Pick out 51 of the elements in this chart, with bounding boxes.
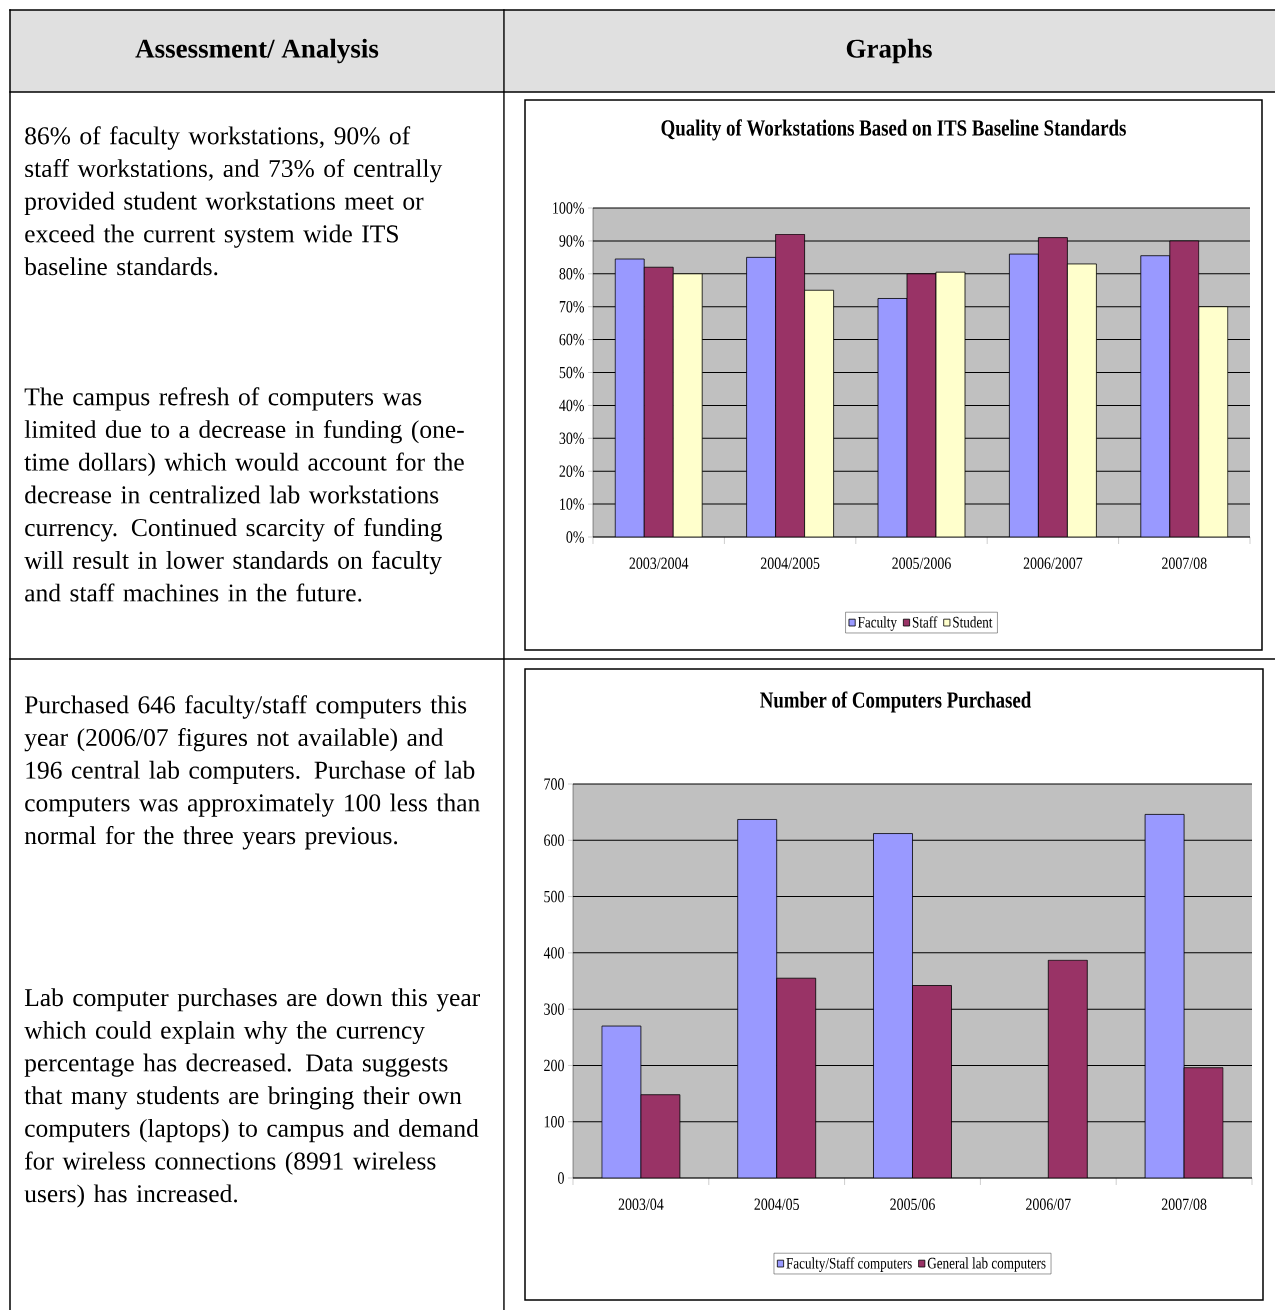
text: Purchased 646 faculty/staff computers this year (2006/07 figures not available) and 196 central lab computers. Purchase of lab computers was approximately 100 less than normal for the three years previous.	[24, 695, 480, 850]
x-tick-label: 2006/07	[1026, 1198, 1071, 1211]
y-tick-label: 0	[558, 1172, 564, 1184]
y-tick-label: 90%	[559, 235, 584, 247]
x-tick-label: 2006/2007	[1023, 557, 1083, 570]
y-tick-label: 10%	[560, 498, 584, 510]
y-tick-label: 20%	[559, 465, 584, 477]
x-tick-label: 2004/2005	[760, 557, 820, 570]
y-tick-label: 700	[544, 778, 564, 790]
text: Lab computer purchases are down this year which could explain why the currency percentage has decreased. Data suggests that many students are bringing their own computers (laptops) to campus and demand for wireless connections (8991 wireless users) has increased.	[24, 988, 480, 1208]
y-tick-label: 80%	[559, 268, 584, 280]
bar	[1009, 253, 1039, 538]
bar	[601, 1025, 642, 1179]
y-tick-label: 400	[543, 947, 564, 959]
y-tick-label: 0%	[566, 531, 584, 543]
y-tick-label: 30%	[559, 432, 584, 445]
text: Assessment/ Analysis	[135, 38, 379, 64]
y-tick-label: 40%	[559, 399, 584, 412]
legend-label: Faculty	[857, 616, 897, 631]
y-tick-label: 60%	[559, 333, 584, 346]
legend-label: Staff	[912, 616, 938, 628]
bar	[1140, 255, 1171, 538]
bar	[873, 833, 913, 1179]
legend-label: General lab computers	[927, 1257, 1046, 1272]
chart-title: Quality of Workstations Based on ITS Baseline Standards	[661, 119, 1126, 141]
legend-label: Faculty/Staff computers	[786, 1257, 912, 1272]
x-tick-label: 2005/2006	[892, 557, 951, 570]
bar	[614, 258, 645, 538]
chart-title: Number of Computers Purchased	[760, 691, 1032, 713]
x-tick-label: 2003/04	[618, 1198, 664, 1211]
x-tick-label: 2007/08	[1162, 557, 1207, 570]
text: Graphs	[846, 38, 932, 64]
bar	[877, 298, 908, 538]
x-tick-label: 2005/06	[890, 1198, 935, 1211]
bar	[746, 256, 776, 538]
y-tick-label: 600	[544, 834, 564, 847]
x-tick-label: 2007/08	[1161, 1198, 1207, 1211]
bar	[1144, 814, 1185, 1179]
x-tick-label: 2004/05	[754, 1198, 799, 1211]
text: The campus refresh of computers was limited due to a decrease in funding (one-time dollars) which would account for the decrease in centralized lab workstations currency. Continued scarcity of funding will result in lower standards on faculty and staff machines in the future.	[24, 387, 464, 602]
y-tick-label: 100	[544, 1115, 564, 1128]
y-tick-label: 70%	[559, 300, 584, 313]
legend-label: Student	[953, 616, 993, 628]
y-tick-label: 200	[544, 1059, 564, 1072]
y-tick-label: 50%	[559, 366, 584, 379]
y-tick-label: 500	[544, 890, 564, 903]
y-tick-label: 100%	[553, 202, 584, 214]
bar	[737, 819, 778, 1179]
text: 86% of faculty workstations, 90% of staff workstations, and 73% of centrally provided student workstations meet or exceed the current system wide ITS baseline standards.	[24, 126, 443, 276]
x-tick-label: 2003/2004	[629, 557, 689, 570]
y-tick-label: 300	[544, 1003, 564, 1015]
